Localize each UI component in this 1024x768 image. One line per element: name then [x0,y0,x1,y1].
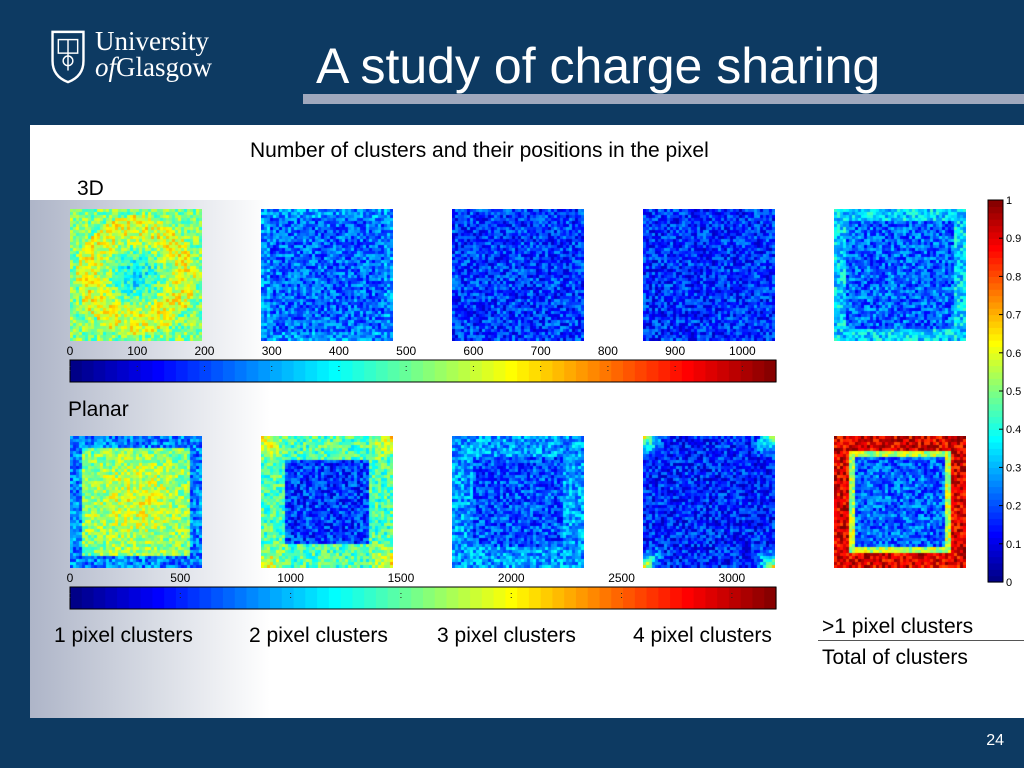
slide-title: A study of charge sharing [316,38,881,94]
colorbar-ratio: 0 0.1 0.2 0.3 0.4 0.5 0.6 0.7 0.8 0.9 1 [987,195,1021,589]
colorbar-3d-tick-label: 900 [665,344,685,358]
column-label-4pixel: 4 pixel clusters [633,624,772,647]
column-label-2pixel: 2 pixel clusters [249,624,388,647]
heatmap-3d-2pixel [261,209,393,341]
column-label-1pixel: 1 pixel clusters [54,624,193,647]
colorbar-ratio-tick-label: 0.8 [1006,271,1021,283]
row-label-planar: Planar [68,398,129,421]
colorbar-planar-tick-label: 0 [67,571,74,585]
figure-caption: Number of clusters and their positions i… [250,139,709,162]
heatmap-3d-1pixel [70,209,202,341]
colorbar-planar: 0 500 1000 1500 2000 2500 3000 [67,571,777,610]
colorbar-planar-tick-label: 2000 [498,571,525,585]
row-label-3d: 3D [77,177,104,200]
colorbar-ratio-tick-label: 0.7 [1006,310,1021,322]
colorbar-planar-tick-label: 2500 [608,571,635,585]
heatmap-planar-2pixel [261,436,393,568]
colorbar-ratio-tick-label: 1 [1006,195,1012,207]
logo-of: of [95,52,117,82]
colorbar-planar-tick-label: 1500 [388,571,415,585]
fraction-line [818,640,1024,641]
heatmap-3d-ratio [834,209,966,341]
colorbar-3d-tick-label: 0 [67,344,74,358]
colorbar-ratio-tick-label: 0.3 [1006,462,1021,474]
column-label-total: Total of clusters [822,646,968,669]
heatmap-3d-4pixel [643,209,775,341]
colorbar-3d-tick-label: 200 [194,344,214,358]
colorbar-ratio-tick-label: 0.5 [1006,386,1021,398]
colorbar-ratio-tick-label: 0.2 [1006,501,1021,513]
heatmap-3d-3pixel [452,209,584,341]
colorbar-ratio-tick-label: 0.4 [1006,424,1021,436]
colorbar-3d-tick-label: 300 [262,344,282,358]
colorbar-3d-tick-label: 500 [396,344,416,358]
colorbar-planar-tick-label: 500 [170,571,190,585]
logo-glasgow: Glasgow [116,52,213,82]
column-label-3pixel: 3 pixel clusters [437,624,576,647]
colorbar-3d: 0 100 200 300 400 500 600 700 800 900 1000 [67,344,777,383]
colorbar-3d-tick-label: 600 [463,344,483,358]
colorbar-ratio-tick-label: 0.6 [1006,348,1021,360]
heatmap-planar-ratio [834,436,966,568]
colorbar-ratio-tick-label: 0.9 [1006,233,1021,245]
university-logo: University ofGlasgow [95,26,213,82]
colorbar-3d-tick-label: 1000 [729,344,756,358]
heatmap-planar-1pixel [70,436,202,568]
colorbar-3d-tick-label: 100 [127,344,147,358]
colorbar-ratio-tick-label: 0 [1006,577,1012,589]
title-rule [303,94,1024,104]
logo-line1: University [95,26,209,56]
column-label-multi-pixel: >1 pixel clusters [822,615,974,638]
colorbar-planar-tick-label: 1000 [277,571,304,585]
colorbar-3d-tick-label: 400 [329,344,349,358]
university-crest-icon [51,30,85,84]
colorbar-3d-tick-label: 700 [531,344,551,358]
colorbar-3d-tick-label: 800 [598,344,618,358]
heatmap-planar-3pixel [452,436,584,568]
colorbar-planar-tick-label: 3000 [719,571,746,585]
slide-number: 24 [986,732,1004,749]
colorbar-ratio-tick-label: 0.1 [1006,539,1021,551]
heatmap-planar-4pixel [643,436,775,568]
